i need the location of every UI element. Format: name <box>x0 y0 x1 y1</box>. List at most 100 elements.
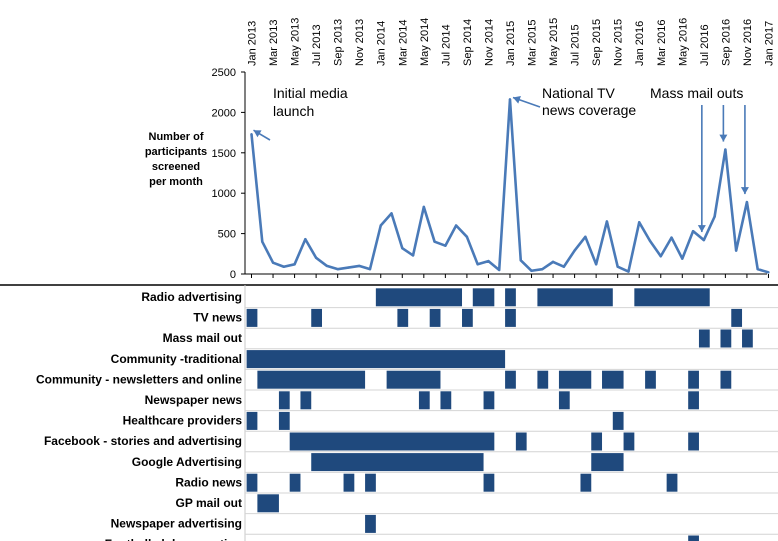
y-tick-label: 2500 <box>212 67 236 79</box>
x-tick-label: Sep 2013 <box>333 19 345 66</box>
series-point <box>401 246 404 250</box>
activity-row: Radio advertising <box>141 288 778 309</box>
activity-bar <box>742 329 753 348</box>
y-tick-group: 0 500 1000 1500 2000 2500 <box>212 67 245 281</box>
activity-bar <box>397 308 409 327</box>
annotation-arrow <box>697 105 706 233</box>
series-point <box>411 254 415 257</box>
x-tick-label: Mar 2015 <box>527 20 539 66</box>
activity-row: Mass mail out <box>163 329 778 350</box>
series-point <box>422 205 426 209</box>
series-point <box>767 271 770 274</box>
y-tick-label: 1500 <box>212 148 236 160</box>
activity-bar <box>246 308 258 327</box>
series-point <box>648 239 652 243</box>
activity-bar <box>602 370 624 389</box>
annotation-arrow <box>253 129 271 141</box>
series-point <box>702 238 706 242</box>
x-tick-label: Jul 2015 <box>570 24 582 66</box>
activity-bar <box>311 453 484 472</box>
activity-bar <box>483 391 495 410</box>
activity-bar <box>386 370 441 389</box>
series-point <box>584 235 587 239</box>
y-tick-label: 500 <box>218 229 236 241</box>
activity-bar <box>688 535 699 541</box>
series-point <box>282 265 286 268</box>
activity-row-label: Healthcare providers <box>123 414 243 428</box>
activity-row: Radio news <box>175 473 778 494</box>
activity-bar <box>645 370 656 389</box>
series-point <box>368 267 372 271</box>
activity-row-label: Facebook - stories and advertising <box>44 434 242 448</box>
activity-row: Football club promotion <box>105 535 699 541</box>
series-point <box>250 133 253 136</box>
x-tick-label: Mar 2014 <box>397 20 409 66</box>
activity-bar <box>289 432 495 451</box>
series-point <box>659 255 662 258</box>
activity-bar <box>246 350 506 369</box>
activity-row: Community -traditional <box>111 350 778 370</box>
activity-bar <box>558 391 570 410</box>
series-point <box>724 148 727 151</box>
series-point <box>261 240 264 243</box>
y-axis-label-line-1: Number of <box>149 131 204 143</box>
activity-row-label: Radio advertising <box>141 290 242 304</box>
series-point <box>433 240 436 243</box>
series-point <box>594 263 598 266</box>
activity-bar <box>462 308 473 327</box>
annotation-arrow <box>512 96 541 108</box>
series-point <box>573 249 576 252</box>
series-point <box>293 263 296 266</box>
activity-bar <box>278 391 290 410</box>
x-tick-label: Nov 2014 <box>483 19 495 66</box>
x-tick-label: Jul 2013 <box>311 24 323 66</box>
series-point <box>347 266 350 269</box>
y-tick-label: 2000 <box>212 107 236 119</box>
x-tick-label: Sep 2015 <box>591 19 603 66</box>
line-chart-panel: 0 500 1000 1500 2000 2500 Jan 2013 Mar 2013 May… <box>145 18 776 281</box>
activity-bar <box>634 288 710 307</box>
series-point <box>271 261 275 264</box>
x-tick-label: Jan 2017 <box>763 21 775 66</box>
activity-row-label: Radio news <box>175 475 242 489</box>
activity-bar <box>505 370 516 389</box>
y-axis-label-line-4: per month <box>149 176 203 188</box>
activity-row: TV news <box>193 308 778 329</box>
activity-bar <box>580 473 592 492</box>
activity-row: Facebook - stories and advertising <box>44 432 778 453</box>
activity-bar <box>257 370 366 389</box>
activity-rows-group: Radio advertising TV news Mass mail out Com… <box>36 288 778 541</box>
x-tick-label: Nov 2015 <box>613 19 625 66</box>
series-point <box>551 260 555 264</box>
x-tick-label: Jan 2014 <box>376 21 388 66</box>
x-tick-label: Mar 2013 <box>268 20 280 66</box>
activity-timeline-panel: Radio advertising TV news Mass mail out Com… <box>36 285 778 541</box>
activity-row-label: GP mail out <box>176 496 242 510</box>
activity-bar <box>483 473 495 492</box>
activity-row-label: Community - newsletters and online <box>36 372 242 386</box>
activity-row: Newspaper news <box>145 391 778 412</box>
x-tick-label: May 2014 <box>419 18 431 66</box>
activity-bar <box>365 473 376 492</box>
activity-bar <box>720 370 732 389</box>
activity-bar <box>300 391 312 410</box>
activity-bar <box>418 391 430 410</box>
activity-row: Healthcare providers <box>123 411 778 432</box>
series-point <box>476 263 479 266</box>
activity-bar <box>688 370 699 389</box>
annotation-initial-launch-line-2: launch <box>273 103 314 119</box>
annotation-arrow <box>719 105 728 142</box>
x-tick-label: Nov 2013 <box>354 19 366 66</box>
series-point <box>508 98 512 101</box>
x-tick-label: Jul 2014 <box>440 24 452 66</box>
activity-bar <box>278 411 290 430</box>
series-point <box>314 256 318 260</box>
activity-row-label: Newspaper news <box>145 393 243 407</box>
series-point <box>713 215 716 218</box>
x-tick-label: Jan 2013 <box>247 21 259 66</box>
activity-bar <box>365 514 376 533</box>
annotation-national-tv-line-1: National TV <box>542 85 616 101</box>
activity-row-label: Football club promotion <box>105 537 242 541</box>
activity-row-label: TV news <box>193 311 242 325</box>
